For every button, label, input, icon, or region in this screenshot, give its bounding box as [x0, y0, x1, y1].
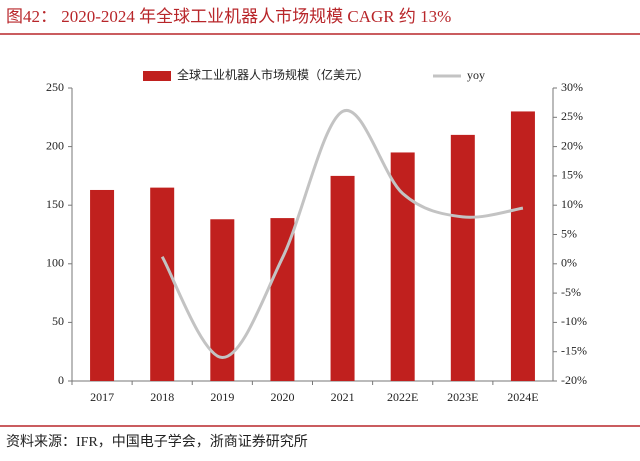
x-tick-label: 2024E — [507, 390, 538, 404]
y2-tick-label: -15% — [561, 343, 587, 357]
bar — [150, 187, 175, 381]
bar — [390, 152, 415, 381]
y-tick-label: 150 — [46, 197, 64, 211]
x-tick-label: 2020 — [270, 390, 294, 404]
y-tick-label: 0 — [58, 373, 64, 387]
y2-tick-label: 10% — [561, 197, 583, 211]
x-tick-label: 2019 — [210, 390, 234, 404]
y2-tick-label: 15% — [561, 168, 583, 182]
legend-label: 全球工业机器人市场规模（亿美元） — [177, 67, 369, 82]
x-tick-label: 2017 — [90, 390, 114, 404]
bar — [270, 218, 295, 381]
y2-tick-label: 0% — [561, 256, 577, 270]
chart-title: 图42： 2020-2024 年全球工业机器人市场规模 CAGR 约 13% — [6, 7, 451, 26]
bar — [510, 111, 535, 381]
x-tick-label: 2022E — [387, 390, 418, 404]
y2-tick-label: 30% — [561, 80, 583, 94]
x-tick-label: 2018 — [150, 390, 174, 404]
legend-swatch — [143, 71, 171, 81]
bar — [450, 134, 475, 381]
y2-tick-label: -5% — [561, 285, 581, 299]
y2-tick-label: 20% — [561, 138, 583, 152]
y-tick-label: 250 — [46, 80, 64, 94]
bar — [90, 189, 115, 381]
y2-tick-label: 25% — [561, 109, 583, 123]
y-tick-label: 200 — [46, 138, 64, 152]
y-tick-label: 50 — [52, 314, 64, 328]
source: 资料来源：IFR，中国电子学会，浙商证券研究所 — [6, 434, 308, 450]
x-tick-label: 2023E — [447, 390, 478, 404]
line — [160, 108, 524, 360]
bar — [330, 175, 355, 381]
y2-tick-label: -20% — [561, 373, 587, 387]
y2-tick-label: -10% — [561, 314, 587, 328]
y2-tick-label: 5% — [561, 226, 577, 240]
x-tick-label: 2021 — [331, 390, 355, 404]
y-tick-label: 100 — [46, 256, 64, 270]
legend-label: yoy — [467, 68, 485, 82]
